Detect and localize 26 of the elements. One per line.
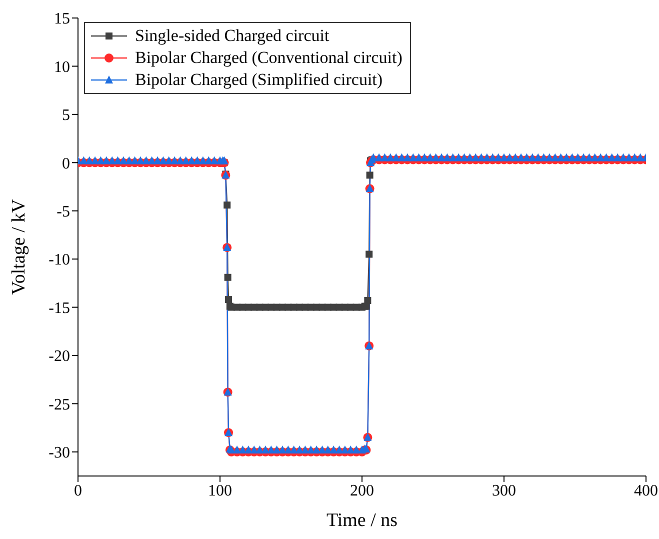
y-tick-label: 15 — [54, 10, 70, 28]
y-tick-label: 10 — [54, 58, 70, 76]
y-tick-label: 0 — [62, 155, 70, 172]
y-tick-label: -15 — [48, 300, 70, 317]
y-tick-label: -25 — [48, 396, 70, 414]
point — [224, 202, 231, 209]
x-tick-label: 100 — [208, 482, 232, 500]
point — [224, 274, 232, 281]
x-tick-label: 300 — [492, 482, 516, 500]
x-tick-label: 400 — [634, 482, 658, 500]
y-tick-label: -5 — [56, 204, 70, 221]
legend-label: Bipolar Charged (Simplified circuit) — [135, 69, 383, 91]
x-tick-label: 0 — [74, 482, 82, 500]
point — [364, 297, 372, 304]
legend-label: Single-sided Charged circuit — [135, 25, 330, 47]
y-tick-label: 5 — [62, 107, 70, 124]
y-tick-label: -30 — [48, 444, 70, 462]
point — [366, 250, 373, 258]
x-tick-label: 200 — [350, 482, 374, 500]
y-tick-label: -20 — [48, 348, 70, 366]
point — [225, 296, 232, 304]
point — [366, 172, 374, 179]
x-axis-title: Time / ns — [326, 510, 398, 531]
legend-label: Bipolar Charged (Conventional circuit) — [135, 47, 402, 69]
y-axis-title: Voltage / kV — [8, 198, 30, 295]
y-tick-label: -10 — [48, 252, 70, 269]
